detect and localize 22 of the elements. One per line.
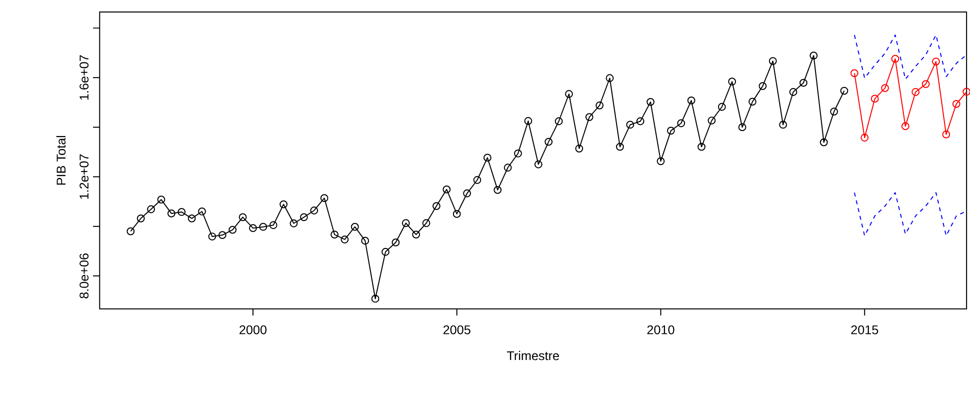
y-axis-title: PIB Total [56, 136, 66, 185]
point [952, 100, 960, 108]
point [932, 58, 940, 66]
point [860, 134, 869, 142]
point [881, 84, 889, 92]
x-tick-label: 2000 [240, 326, 266, 334]
point [850, 69, 858, 78]
point [901, 122, 910, 130]
point [922, 80, 930, 88]
x-axis-title: Trimestre [506, 351, 559, 360]
y-tick-label: 1.2e+07 [80, 154, 89, 200]
y-tick-label: 8.0e+06 [80, 254, 89, 299]
line-series [854, 192, 967, 236]
point [942, 130, 950, 139]
x-tick-label: 2005 [443, 326, 470, 334]
point [870, 94, 879, 103]
y-tick-label: 1.6e+07 [80, 55, 89, 100]
x-tick-label: 2010 [647, 326, 674, 334]
x-tick-label: 2015 [851, 326, 878, 334]
point [912, 88, 920, 96]
point [891, 55, 900, 63]
line-series [854, 34, 967, 80]
